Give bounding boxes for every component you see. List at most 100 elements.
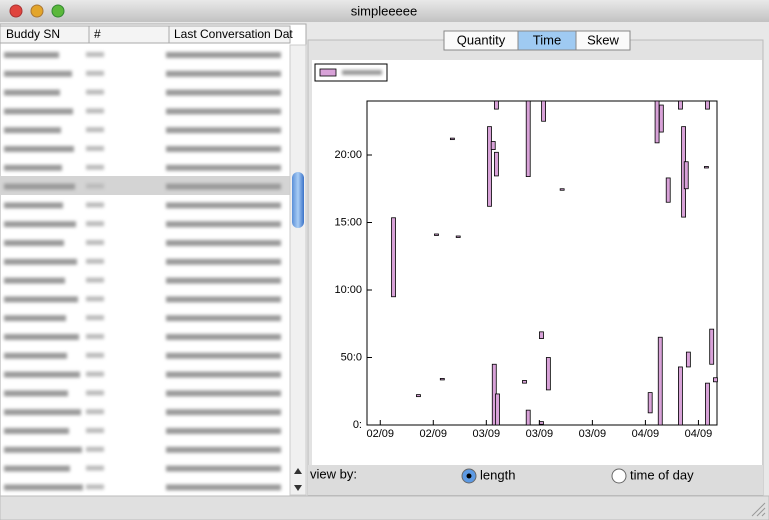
table-header (0, 25, 291, 44)
scroll-thumb[interactable] (292, 172, 304, 228)
range-bar (522, 380, 527, 384)
range-bar (713, 377, 718, 383)
blurred-cell (86, 89, 104, 95)
range-bar (490, 141, 496, 151)
range-bar (545, 357, 551, 391)
range-bar (705, 382, 710, 426)
blurred-cell (166, 371, 281, 378)
blurred-cell (4, 446, 82, 453)
x-tick-label: 03/09 (473, 428, 501, 440)
range-bar (525, 409, 531, 426)
blurred-cell (4, 428, 69, 434)
blurred-cell (166, 390, 281, 397)
blurred-cell (166, 70, 281, 77)
options-bar (308, 465, 763, 495)
blurred-cell (166, 277, 281, 284)
blurred-cell (4, 164, 62, 171)
blurred-cell (166, 352, 281, 359)
tab[interactable] (575, 30, 631, 51)
column-header[interactable]: Buddy SN (6, 27, 60, 41)
blurred-cell (4, 146, 74, 152)
y-tick-label: 15:00 (334, 216, 362, 228)
range-bar (525, 100, 531, 177)
blurred-cell (86, 70, 104, 76)
zoom-button[interactable] (51, 4, 65, 18)
range-bar (493, 151, 499, 177)
legend-swatch (319, 68, 337, 77)
range-bar (709, 328, 715, 365)
range-bar (539, 331, 544, 340)
range-bar (678, 100, 683, 110)
range-bar (434, 233, 439, 236)
x-tick-label: 02/09 (366, 428, 394, 440)
tab-label: Skew (587, 32, 619, 47)
column-header[interactable]: Last Conversation Dat (174, 27, 293, 41)
blurred-cell (166, 315, 281, 322)
range-bar (647, 392, 653, 414)
scrollbar[interactable] (289, 44, 307, 496)
blurred-cell (4, 258, 77, 265)
blurred-cell (166, 164, 281, 171)
range-bar (539, 421, 544, 425)
close-button[interactable] (9, 4, 23, 18)
blurred-cell (86, 296, 104, 302)
blurred-cell (86, 446, 104, 452)
radio-label: length (480, 467, 515, 482)
blurred-cell (4, 315, 66, 322)
range-bar (657, 336, 663, 426)
blurred-cell (166, 108, 281, 115)
blurred-cell (4, 183, 75, 190)
blurred-cell (86, 108, 104, 114)
range-bar (665, 177, 671, 203)
blurred-cell (4, 127, 61, 134)
range-bar (416, 394, 421, 398)
tab-label: Time (533, 32, 561, 47)
range-bar (703, 166, 709, 169)
blurred-cell (86, 390, 104, 396)
title-bar (0, 0, 769, 22)
window-title: simpleeeee (351, 3, 418, 18)
blurred-cell (86, 52, 104, 57)
y-tick-label: 50:0 (341, 351, 362, 363)
blurred-cell (86, 258, 104, 264)
blurred-cell (4, 352, 67, 359)
blurred-cell (166, 52, 281, 58)
range-bar (541, 100, 546, 122)
x-tick-label: 02/09 (420, 428, 448, 440)
blurred-cell (166, 89, 281, 96)
blurred-cell (4, 484, 83, 491)
range-bar (455, 235, 461, 238)
blurred-cell (86, 202, 104, 208)
tab-label: Quantity (457, 32, 506, 47)
range-bar (678, 366, 683, 426)
blurred-cell (86, 146, 104, 151)
blurred-cell (166, 221, 281, 228)
blurred-cell (4, 70, 72, 77)
y-tick-label: 0: (353, 419, 362, 431)
range-bar (449, 137, 455, 141)
blurred-cell (166, 258, 281, 265)
x-tick-label: 04/09 (632, 428, 660, 440)
blurred-cell (4, 371, 80, 378)
range-bar (683, 161, 689, 190)
range-bar (495, 393, 500, 426)
minimize-button[interactable] (30, 4, 44, 18)
range-bar (439, 378, 445, 381)
blurred-cell (86, 334, 104, 339)
blurred-cell (4, 89, 60, 96)
x-tick-label: 03/09 (579, 428, 607, 440)
blurred-cell (4, 409, 81, 416)
range-bar (705, 100, 710, 110)
blurred-cell (166, 296, 281, 303)
blurred-cell (86, 221, 104, 227)
blurred-cell (4, 296, 78, 303)
blurred-cell (86, 465, 104, 471)
column-header[interactable]: # (94, 27, 101, 41)
x-tick-label: 03/09 (526, 428, 554, 440)
blurred-cell (4, 240, 64, 246)
blurred-cell (86, 277, 104, 283)
radio-button[interactable] (611, 468, 627, 484)
blurred-cell (4, 465, 70, 472)
y-tick-label: 20:00 (334, 149, 362, 161)
